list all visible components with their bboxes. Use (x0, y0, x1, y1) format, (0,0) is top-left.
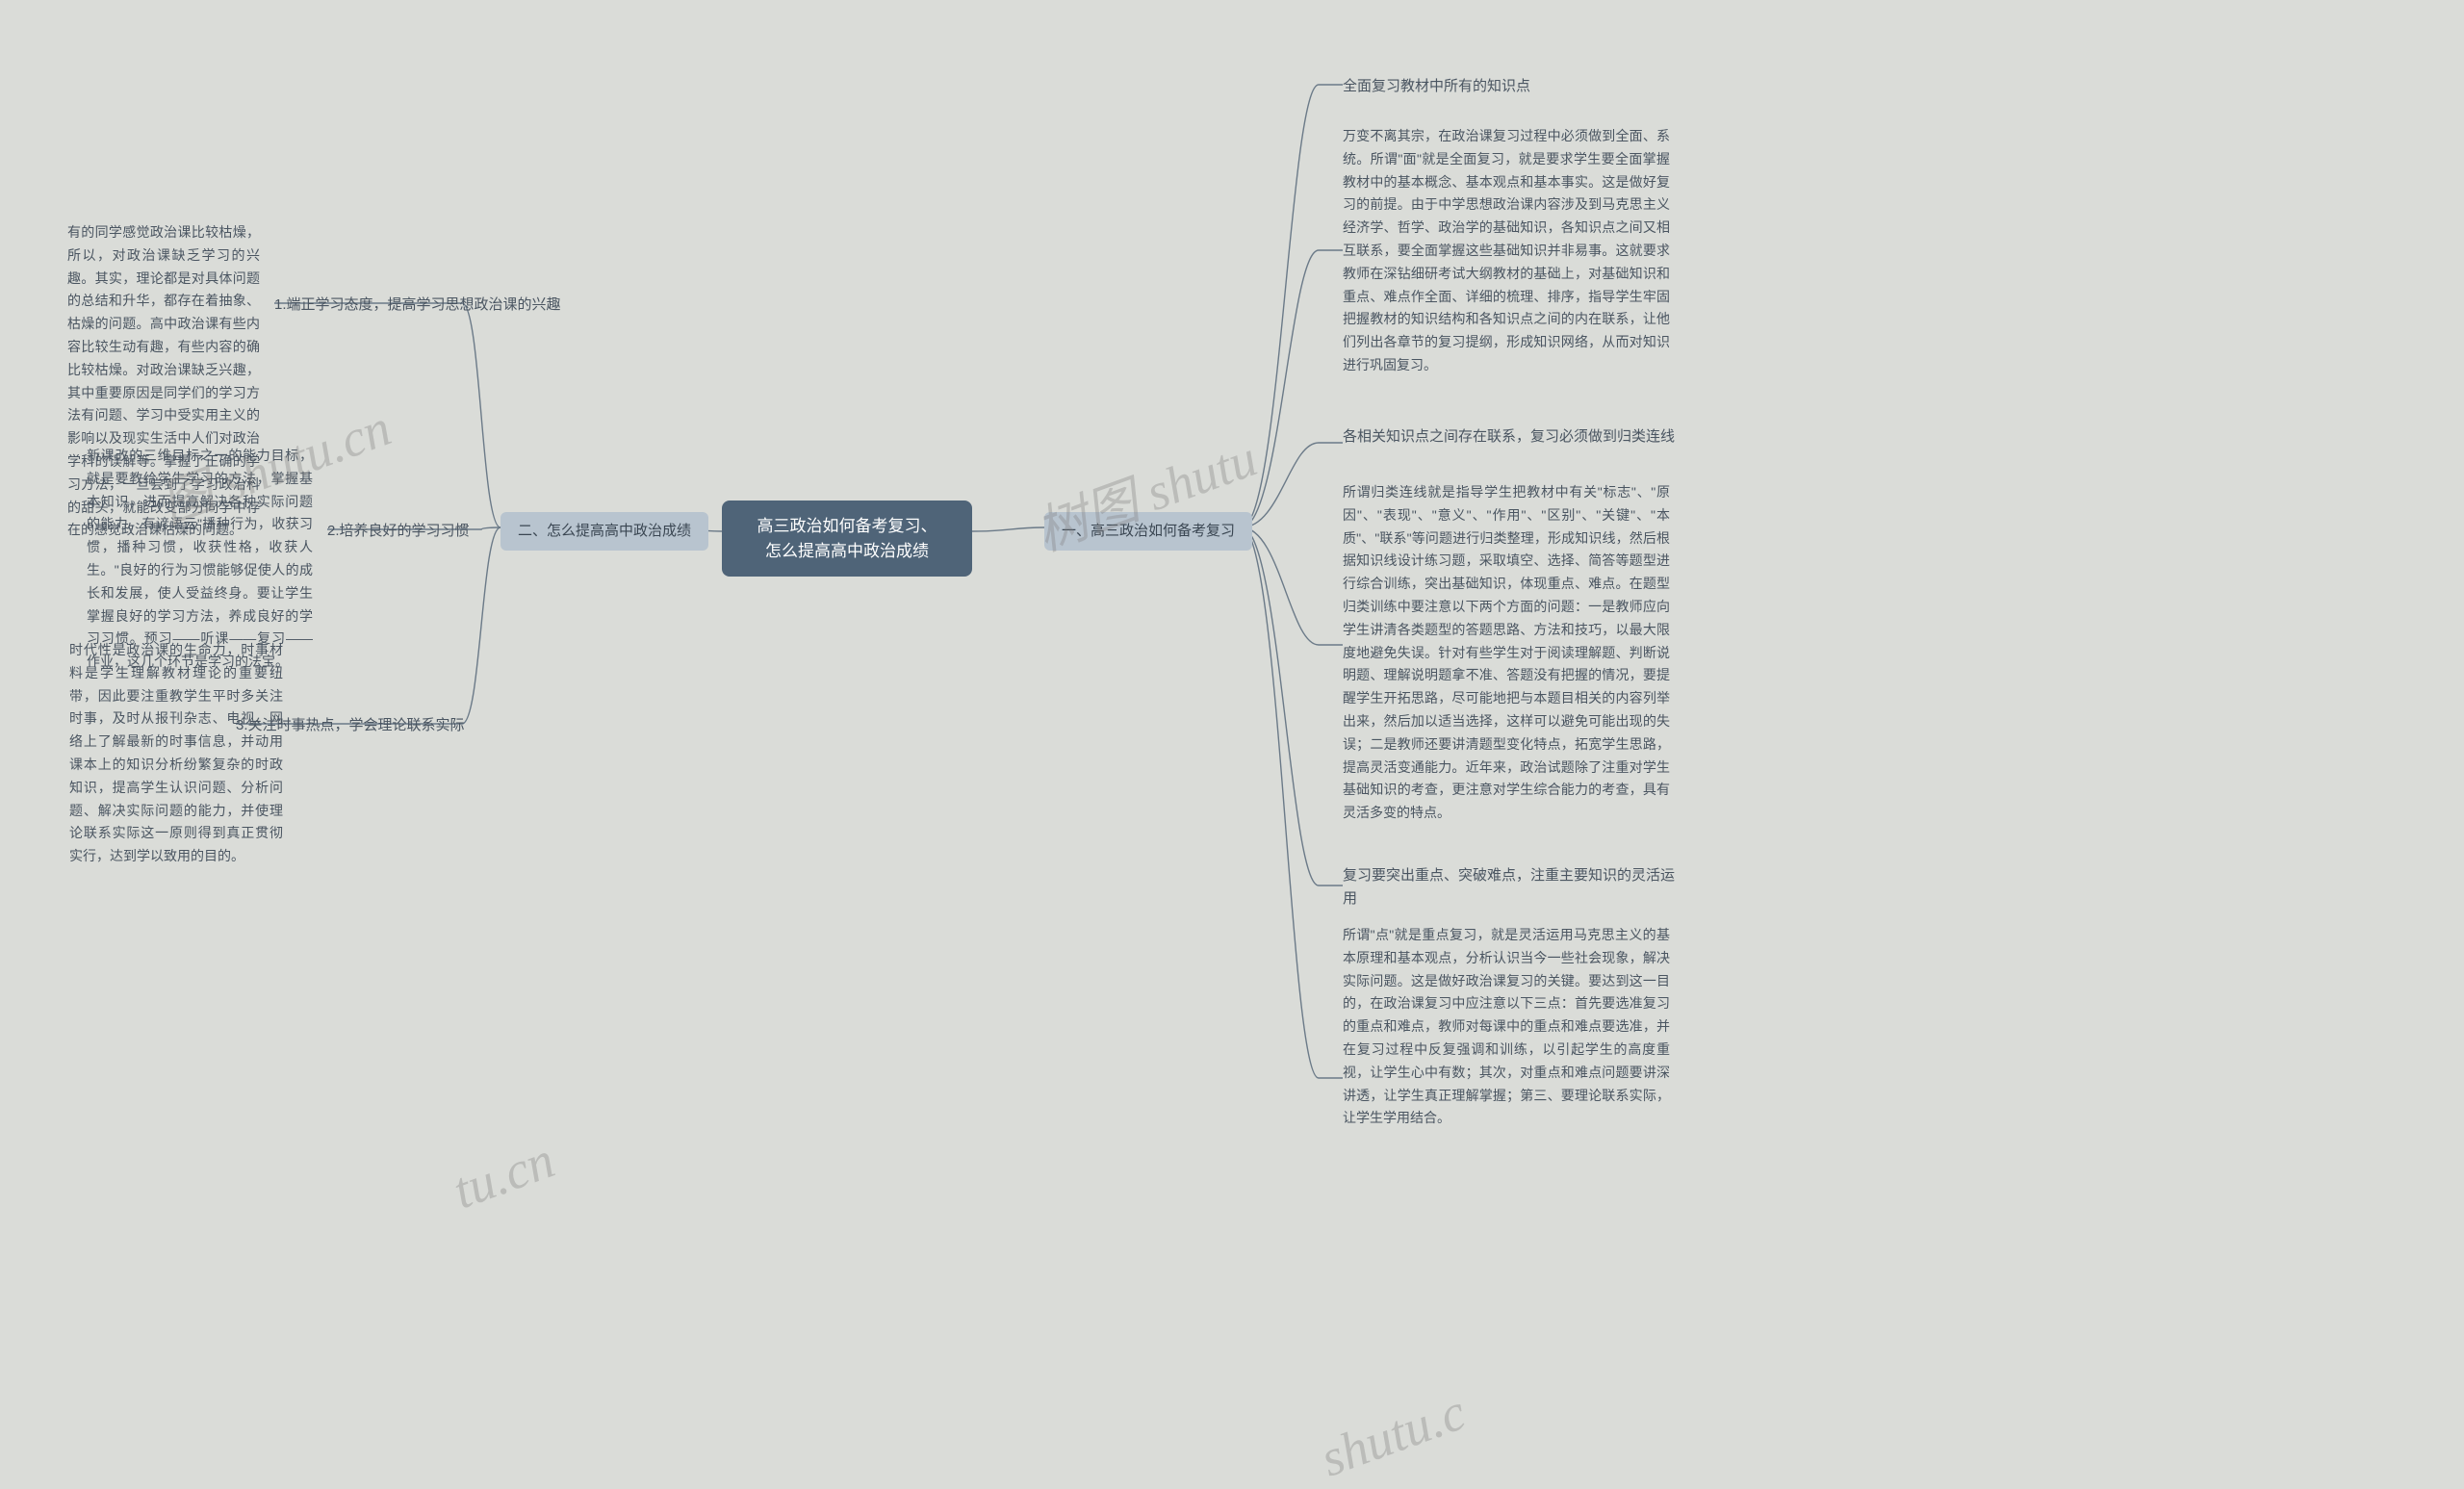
left-leaf-2-title: 2.培养良好的学习习惯 (327, 520, 470, 543)
right-leaf-4-body: 所谓归类连线就是指导学生把教材中有关"标志"、"原因"、"表现"、"意义"、"作… (1343, 481, 1670, 825)
left-leaf-3-body: 时代性是政治课的生命力，时事材料是学生理解教材理论的重要纽带，因此要注重教学生平… (69, 639, 283, 868)
right-leaf-6-body: 所谓"点"就是重点复习，就是灵活运用马克思主义的基本原理和基本观点，分析认识当今… (1343, 924, 1670, 1130)
right-leaf-2-body: 万变不离其宗，在政治课复习过程中必须做到全面、系统。所谓"面"就是全面复习，就是… (1343, 125, 1670, 377)
center-node: 高三政治如何备考复习、 怎么提高高中政治成绩 (722, 501, 972, 577)
center-line1: 高三政治如何备考复习、 (739, 514, 955, 539)
branch-right: 一、高三政治如何备考复习 (1044, 512, 1252, 551)
left-leaf-1-title: 1.端正学习态度，提高学习思想政治课的兴趣 (274, 294, 561, 317)
branch-left: 二、怎么提高高中政治成绩 (500, 512, 708, 551)
right-leaf-3-title: 各相关知识点之间存在联系，复习必须做到归类连线 (1343, 425, 1675, 449)
right-leaf-5-title: 复习要突出重点、突破难点，注重主要知识的灵活运用 (1343, 864, 1675, 911)
right-leaf-1-title: 全面复习教材中所有的知识点 (1343, 75, 1530, 98)
watermark-4: shutu.c (1313, 1381, 1473, 1488)
watermark-3: tu.cn (446, 1130, 562, 1221)
center-line2: 怎么提高高中政治成绩 (739, 539, 955, 564)
